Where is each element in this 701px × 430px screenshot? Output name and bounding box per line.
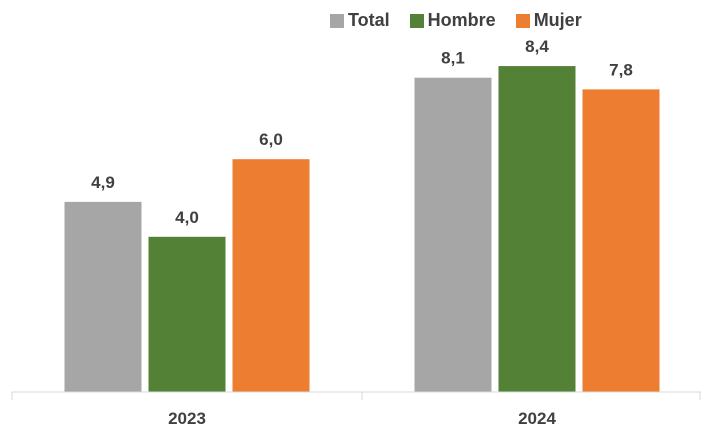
data-label-mujer-2024: 7,8 — [609, 60, 633, 79]
x-axis: 2023 2024 — [12, 392, 701, 428]
data-label-hombre-2024: 8,4 — [525, 37, 549, 56]
bar-mujer-2024 — [583, 89, 660, 392]
bar-total-2024 — [415, 78, 492, 392]
data-label-hombre-2023: 4,0 — [175, 208, 199, 227]
bar-mujer-2023 — [233, 159, 310, 392]
data-label-total-2023: 4,9 — [91, 173, 115, 192]
bar-hombre-2023 — [149, 237, 226, 392]
x-tick-label-2023: 2023 — [168, 409, 206, 428]
bar-total-2023 — [65, 202, 142, 392]
x-tick-label-2024: 2024 — [518, 409, 556, 428]
data-label-total-2024: 8,1 — [441, 49, 465, 68]
bar-hombre-2024 — [499, 66, 576, 392]
bars-layer: 4,9 4,0 6,0 8,1 8,4 7,8 — [65, 37, 660, 392]
data-label-mujer-2023: 6,0 — [259, 130, 283, 149]
